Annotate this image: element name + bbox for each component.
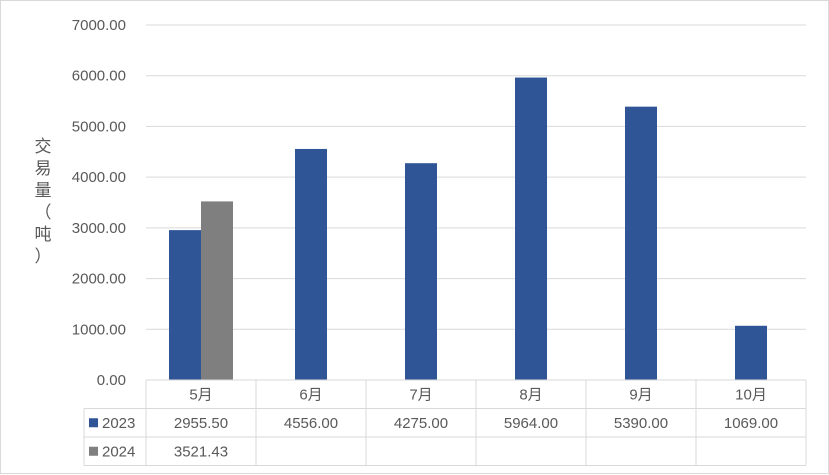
x-tick-label: 9月 bbox=[629, 386, 652, 403]
legend-swatch-2023 bbox=[89, 418, 98, 428]
y-axis-label-char: 吨 bbox=[35, 225, 52, 244]
legend-swatch-2024 bbox=[89, 446, 98, 456]
y-axis-label-char: （ bbox=[35, 203, 52, 222]
x-tick-label: 6月 bbox=[299, 386, 322, 403]
y-axis-label: 交易量 （ 吨 ） bbox=[35, 137, 52, 266]
data-table-value: 5390.00 bbox=[614, 415, 668, 432]
y-tick-label: 4000.00 bbox=[72, 169, 126, 186]
y-axis-label-char: 量 bbox=[35, 181, 52, 200]
y-tick-label: 6000.00 bbox=[72, 68, 126, 85]
y-axis-label-char: 交 bbox=[35, 137, 52, 156]
x-tick-label: 5月 bbox=[189, 386, 212, 403]
bar-2023-8月 bbox=[515, 77, 547, 380]
data-table-value: 1069.00 bbox=[724, 415, 778, 432]
y-axis-label-char: ） bbox=[35, 247, 52, 266]
bar-2023-9月 bbox=[625, 106, 657, 381]
x-tick-label: 7月 bbox=[409, 386, 432, 403]
data-table-value: 4275.00 bbox=[394, 415, 448, 432]
data-table-value: 5964.00 bbox=[504, 415, 558, 432]
data-table-value: 2955.50 bbox=[174, 415, 228, 432]
y-tick-label: 0.00 bbox=[97, 372, 126, 389]
x-tick-label: 10月 bbox=[735, 386, 767, 403]
bar-2023-7月 bbox=[405, 163, 437, 380]
legend-label: 2023 bbox=[102, 415, 135, 432]
y-tick-label: 5000.00 bbox=[72, 118, 126, 135]
data-table-value: 3521.43 bbox=[174, 443, 228, 460]
y-axis-label-char: 易 bbox=[35, 159, 52, 178]
x-tick-label: 8月 bbox=[519, 386, 542, 403]
y-tick-label: 2000.00 bbox=[72, 271, 126, 288]
data-table-value: 4556.00 bbox=[284, 415, 338, 432]
bar-2023-5月 bbox=[169, 230, 201, 380]
legend-label: 2024 bbox=[102, 443, 135, 460]
bar-2023-10月 bbox=[735, 325, 767, 380]
y-tick-label: 1000.00 bbox=[72, 321, 126, 338]
y-tick-label: 7000.00 bbox=[72, 17, 126, 34]
bar-2023-6月 bbox=[295, 148, 327, 380]
bar-2024-5月 bbox=[201, 201, 233, 380]
y-tick-label: 3000.00 bbox=[72, 220, 126, 237]
